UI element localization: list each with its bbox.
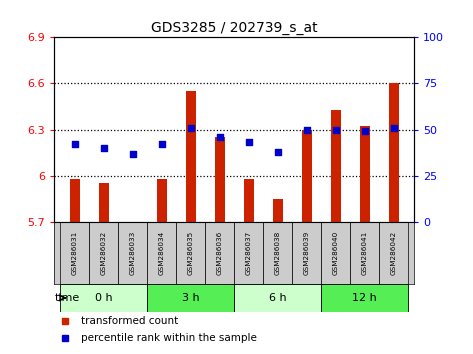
Text: GSM286038: GSM286038	[275, 231, 280, 275]
Text: 3 h: 3 h	[182, 293, 200, 303]
Text: GSM286040: GSM286040	[333, 231, 339, 275]
Text: GSM286034: GSM286034	[158, 231, 165, 275]
Bar	[244, 179, 254, 222]
Bar	[176, 222, 205, 284]
Text: transformed count: transformed count	[81, 316, 179, 326]
Point	[129, 151, 136, 156]
Bar	[292, 222, 321, 284]
Text: GSM286033: GSM286033	[130, 231, 136, 275]
Point	[332, 127, 340, 132]
Text: percentile rank within the sample: percentile rank within the sample	[81, 333, 257, 343]
Point	[216, 134, 223, 140]
Bar	[321, 222, 350, 284]
Bar	[263, 222, 292, 284]
Text: GSM286035: GSM286035	[188, 231, 193, 275]
Bar	[234, 284, 321, 312]
Bar	[185, 91, 196, 222]
Point	[361, 129, 368, 134]
Bar	[98, 183, 109, 222]
Point	[187, 125, 194, 131]
Bar	[60, 222, 89, 284]
Text: GSM286039: GSM286039	[304, 231, 310, 275]
Bar	[147, 284, 234, 312]
Text: GSM286031: GSM286031	[72, 231, 78, 275]
Point	[71, 142, 79, 147]
Title: GDS3285 / 202739_s_at: GDS3285 / 202739_s_at	[151, 21, 317, 35]
Text: 12 h: 12 h	[352, 293, 377, 303]
Point	[274, 149, 281, 155]
Bar	[60, 284, 147, 312]
Text: GSM286037: GSM286037	[245, 231, 252, 275]
Bar	[331, 109, 341, 222]
Text: 0 h: 0 h	[95, 293, 113, 303]
Bar	[388, 84, 399, 222]
Bar	[302, 130, 312, 222]
Bar	[272, 199, 283, 222]
Text: GSM286041: GSM286041	[361, 231, 368, 275]
Point	[245, 140, 253, 145]
Text: time: time	[55, 293, 80, 303]
Bar	[359, 126, 370, 222]
Text: 6 h: 6 h	[269, 293, 287, 303]
Bar	[118, 222, 147, 284]
Bar	[215, 137, 225, 222]
Point	[158, 142, 166, 147]
Bar	[157, 179, 167, 222]
Bar	[147, 222, 176, 284]
Text: GSM286042: GSM286042	[391, 231, 396, 275]
Bar	[205, 222, 234, 284]
Bar	[350, 222, 379, 284]
Bar	[70, 179, 80, 222]
Text: GSM286032: GSM286032	[101, 231, 107, 275]
Point	[390, 125, 397, 131]
Point	[100, 145, 107, 151]
Bar	[321, 284, 408, 312]
Bar	[89, 222, 118, 284]
Bar	[379, 222, 408, 284]
Point	[303, 127, 310, 132]
Bar	[234, 222, 263, 284]
Text: GSM286036: GSM286036	[217, 231, 223, 275]
